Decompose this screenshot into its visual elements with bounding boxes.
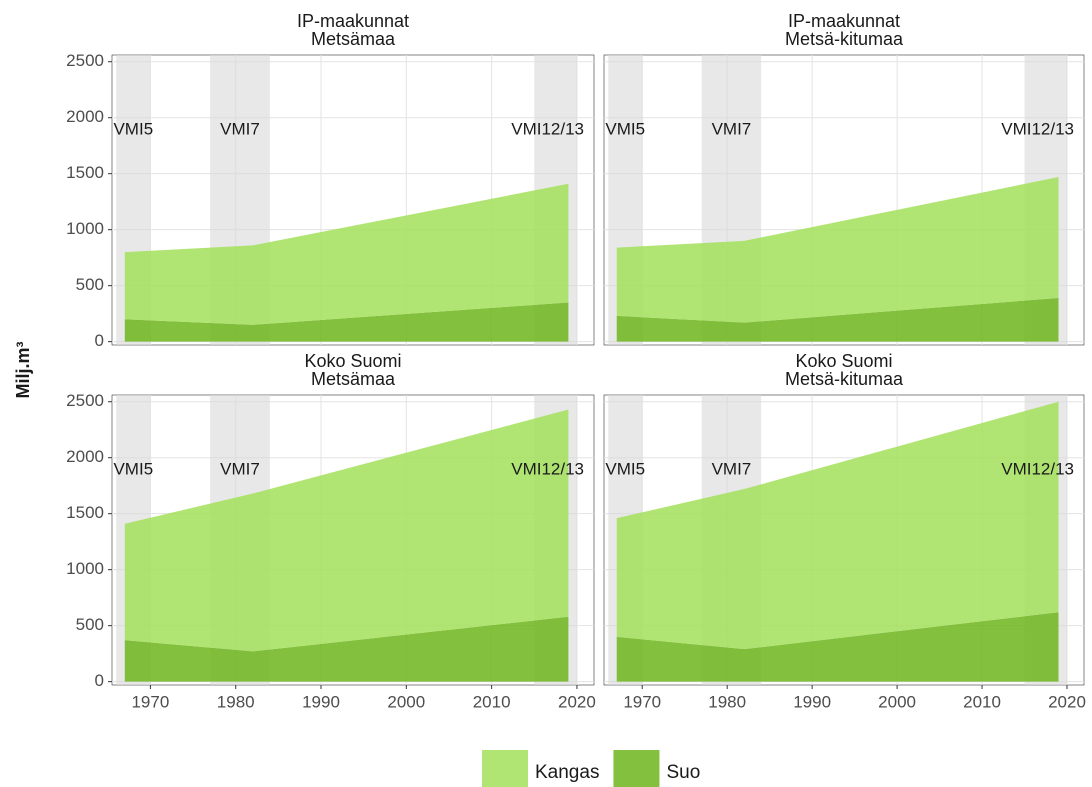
y-tick-label: 1000 — [66, 219, 104, 238]
band-label: VMI5 — [605, 459, 645, 478]
area — [124, 409, 569, 652]
area — [616, 401, 1059, 650]
y-tick-label: 2500 — [66, 391, 104, 410]
y-tick-label: 2500 — [66, 51, 104, 70]
panel-title: Koko Suomi — [304, 351, 401, 371]
area — [616, 297, 1059, 342]
y-tick-label: 0 — [95, 331, 104, 350]
band-label: VMI12/13 — [511, 459, 584, 478]
legend-swatch — [613, 750, 660, 787]
band-label: VMI12/13 — [1001, 119, 1074, 138]
x-tick-label: 1990 — [793, 692, 831, 711]
y-tick-label: 1500 — [66, 503, 104, 522]
y-tick-label: 1500 — [66, 163, 104, 182]
panel-subtitle: Metsämaa — [311, 369, 396, 389]
area — [616, 177, 1059, 323]
y-tick-label: 500 — [76, 615, 104, 634]
y-axis-label: Milj.m³ — [13, 341, 33, 398]
x-tick-label: 1980 — [708, 692, 746, 711]
panel-title: IP-maakunnat — [788, 11, 900, 31]
panel-title: Koko Suomi — [795, 351, 892, 371]
x-tick-label: 1980 — [217, 692, 255, 711]
band-label: VMI5 — [605, 119, 645, 138]
band-label: VMI5 — [113, 119, 153, 138]
panel-subtitle: Metsä-kitumaa — [785, 369, 904, 389]
y-tick-label: 0 — [95, 671, 104, 690]
panel-subtitle: Metsämaa — [311, 29, 396, 49]
panel-frame — [111, 394, 595, 686]
x-tick-label: 1970 — [623, 692, 661, 711]
x-tick-label: 2010 — [963, 692, 1001, 711]
x-tick-label: 2020 — [1048, 692, 1086, 711]
band-label: VMI7 — [712, 119, 752, 138]
band-label: VMI7 — [220, 459, 260, 478]
x-tick-label: 2000 — [878, 692, 916, 711]
band-label: VMI12/13 — [511, 119, 584, 138]
area — [124, 616, 569, 682]
panel-title: IP-maakunnat — [297, 11, 409, 31]
panel-subtitle: Metsä-kitumaa — [785, 29, 904, 49]
x-tick-label: 1990 — [302, 692, 340, 711]
band-label: VMI7 — [712, 459, 752, 478]
x-tick-label: 2010 — [473, 692, 511, 711]
legend-label: Kangas — [535, 762, 599, 783]
x-tick-label: 2000 — [387, 692, 425, 711]
y-tick-label: 2000 — [66, 107, 104, 126]
area — [616, 612, 1059, 682]
panel-frame — [111, 54, 595, 346]
band-label: VMI5 — [113, 459, 153, 478]
band-label: VMI12/13 — [1001, 459, 1074, 478]
band-label: VMI7 — [220, 119, 260, 138]
area — [124, 302, 569, 342]
y-tick-label: 500 — [76, 275, 104, 294]
panel-frame — [603, 54, 1085, 346]
x-tick-label: 1970 — [131, 692, 169, 711]
legend-swatch — [482, 750, 528, 787]
panel-frame — [603, 394, 1085, 686]
area — [124, 183, 569, 325]
y-tick-label: 1000 — [66, 559, 104, 578]
legend-label: Suo — [666, 762, 700, 783]
x-tick-label: 2020 — [558, 692, 596, 711]
y-tick-label: 2000 — [66, 447, 104, 466]
